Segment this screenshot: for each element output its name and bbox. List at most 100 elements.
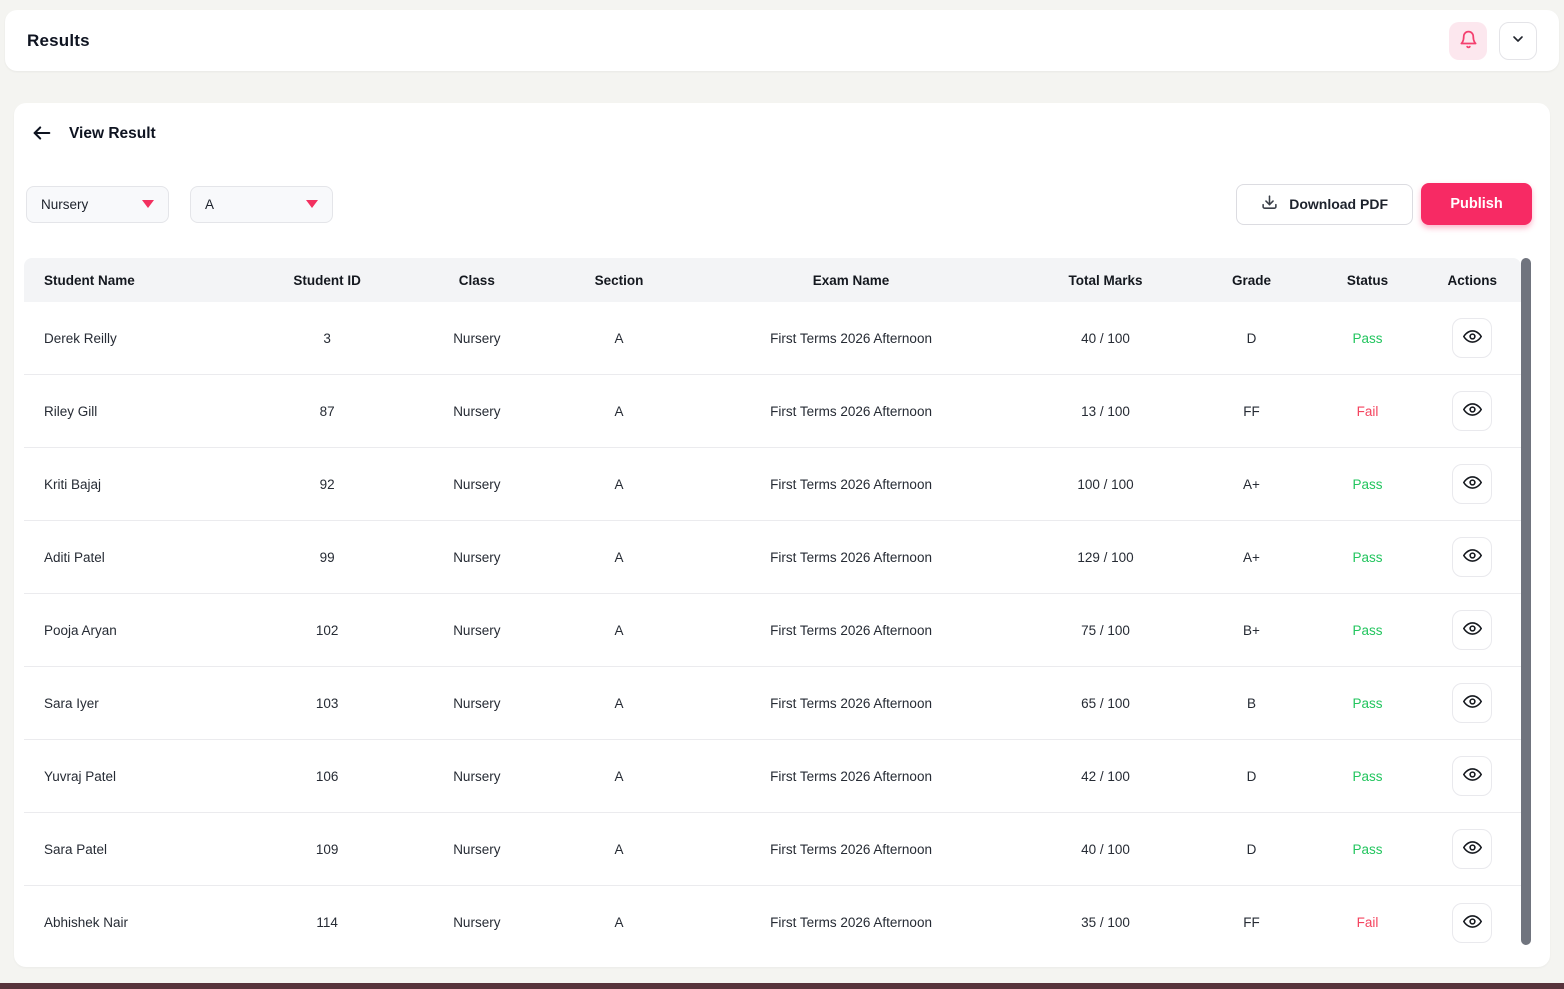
exam-name-cell: First Terms 2026 Afternoon — [770, 915, 932, 930]
column-header-section: Section — [594, 272, 644, 288]
status-badge: Pass — [1352, 841, 1383, 857]
table-row: Sara Patel 109 Nursery A First Terms 202… — [24, 813, 1521, 886]
status-badge: Fail — [1356, 403, 1379, 419]
student-id-cell: 87 — [319, 403, 335, 419]
section-cell: A — [614, 622, 624, 638]
exam-name-cell: First Terms 2026 Afternoon — [770, 476, 932, 492]
grade-cell: FF — [1243, 915, 1260, 930]
table-row: Yuvraj Patel 106 Nursery A First Terms 2… — [24, 740, 1521, 813]
view-result-row-button[interactable] — [1452, 318, 1493, 358]
student-id-cell: 92 — [319, 476, 335, 492]
total-marks-cell: 40 / 100 — [1081, 330, 1130, 346]
student-id-cell: 114 — [316, 915, 338, 930]
class-cell: Nursery — [453, 403, 501, 419]
grade-cell: D — [1246, 841, 1257, 857]
actions-cell — [1424, 829, 1521, 869]
student-id-cell: 3 — [323, 330, 331, 346]
student-name-cell: Kriti Bajaj — [44, 476, 102, 492]
section-cell: A — [614, 695, 624, 711]
student-name-cell: Yuvraj Patel — [44, 768, 117, 784]
table-row: Abhishek Nair 114 Nursery A First Terms … — [24, 886, 1521, 959]
total-marks-cell: 40 / 100 — [1081, 841, 1130, 857]
section-cell: A — [614, 476, 624, 492]
vertical-scrollbar[interactable] — [1521, 258, 1531, 945]
exam-name-cell: First Terms 2026 Afternoon — [770, 695, 932, 711]
student-name-cell: Derek Reilly — [44, 330, 117, 346]
results-table: Student Name Student ID Class Section Ex… — [24, 258, 1521, 959]
student-id-cell: 102 — [315, 622, 339, 638]
class-cell: Nursery — [453, 915, 501, 930]
actions-cell — [1424, 464, 1521, 504]
total-marks-cell: 75 / 100 — [1081, 622, 1130, 638]
class-cell: Nursery — [453, 330, 501, 346]
view-result-title: View Result — [69, 125, 156, 142]
section-cell: A — [614, 549, 624, 565]
notifications-button[interactable] — [1449, 21, 1487, 60]
topbar: Results — [5, 10, 1559, 71]
student-id-cell: 106 — [315, 768, 339, 784]
table-row: Pooja Aryan 102 Nursery A First Terms 20… — [24, 594, 1521, 667]
class-select[interactable]: Nursery — [26, 185, 169, 223]
class-cell: Nursery — [453, 549, 501, 565]
grade-cell: D — [1246, 768, 1257, 784]
account-menu-button[interactable] — [1499, 21, 1537, 60]
status-badge: Pass — [1352, 549, 1383, 565]
column-header-student-id: Student ID — [293, 272, 361, 288]
results-panel: View Result Nursery A Download PDF Publi… — [14, 103, 1550, 967]
view-result-row-button[interactable] — [1452, 902, 1493, 943]
total-marks-cell: 35 / 100 — [1081, 915, 1130, 930]
status-badge: Pass — [1352, 476, 1383, 492]
download-pdf-button[interactable]: Download PDF — [1236, 183, 1413, 225]
table-header-row: Student Name Student ID Class Section Ex… — [24, 258, 1521, 302]
total-marks-cell: 13 / 100 — [1081, 403, 1130, 419]
filter-toolbar: Nursery A Download PDF Publish — [14, 145, 1550, 225]
total-marks-cell: 129 / 100 — [1077, 549, 1134, 565]
exam-name-cell: First Terms 2026 Afternoon — [770, 330, 932, 346]
grade-cell: B+ — [1243, 622, 1260, 638]
download-pdf-label: Download PDF — [1289, 196, 1388, 212]
caret-down-icon — [306, 200, 318, 208]
column-header-status: Status — [1346, 272, 1389, 288]
status-badge: Pass — [1352, 330, 1383, 346]
class-cell: Nursery — [453, 622, 501, 638]
actions-cell — [1424, 902, 1521, 943]
eye-icon — [1462, 619, 1482, 641]
class-cell: Nursery — [453, 476, 501, 492]
column-header-total-marks: Total Marks — [1068, 272, 1143, 288]
eye-icon — [1462, 473, 1482, 495]
publish-button[interactable]: Publish — [1421, 183, 1532, 225]
grade-cell: A+ — [1243, 549, 1260, 565]
view-result-row-button[interactable] — [1452, 610, 1493, 650]
section-select[interactable]: A — [190, 185, 333, 223]
actions-cell — [1424, 318, 1521, 358]
download-icon — [1261, 194, 1278, 214]
view-result-row-button[interactable] — [1452, 683, 1493, 723]
section-cell: A — [614, 915, 624, 930]
actions-cell — [1424, 756, 1521, 796]
column-header-grade: Grade — [1231, 272, 1271, 288]
exam-name-cell: First Terms 2026 Afternoon — [770, 841, 932, 857]
exam-name-cell: First Terms 2026 Afternoon — [770, 549, 932, 565]
back-button[interactable] — [31, 122, 53, 147]
section-select-value: A — [205, 196, 215, 212]
column-header-actions: Actions — [1447, 272, 1498, 288]
view-result-row-button[interactable] — [1452, 829, 1493, 869]
section-cell: A — [614, 330, 624, 346]
view-result-row-button[interactable] — [1452, 464, 1493, 504]
total-marks-cell: 100 / 100 — [1077, 476, 1134, 492]
bell-icon — [1459, 30, 1478, 52]
actions-cell — [1424, 610, 1521, 650]
section-cell: A — [614, 403, 624, 419]
student-name-cell: Abhishek Nair — [44, 915, 129, 930]
class-cell: Nursery — [453, 841, 501, 857]
view-result-row-button[interactable] — [1452, 537, 1493, 577]
grade-cell: B — [1246, 695, 1256, 711]
student-name-cell: Riley Gill — [44, 403, 98, 419]
student-name-cell: Aditi Patel — [44, 549, 105, 565]
student-id-cell: 99 — [319, 549, 335, 565]
eye-icon — [1462, 838, 1482, 860]
view-result-row-button[interactable] — [1452, 391, 1493, 431]
column-header-class: Class — [458, 272, 495, 288]
view-result-row-button[interactable] — [1452, 756, 1493, 796]
class-select-value: Nursery — [41, 196, 89, 212]
